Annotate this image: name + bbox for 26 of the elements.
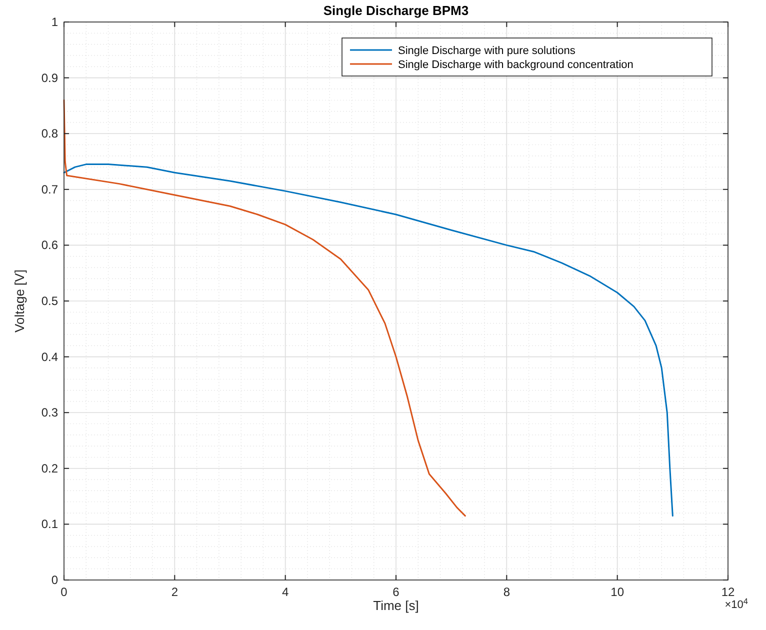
x-tick-label: 8: [503, 585, 510, 599]
y-tick-label: 1: [51, 15, 58, 29]
y-tick-label: 0: [51, 573, 58, 587]
x-tick-label: 12: [721, 585, 735, 599]
y-tick-label: 0.8: [41, 126, 58, 141]
y-tick-label: 0.1: [41, 517, 58, 532]
x-tick-label: 4: [282, 585, 289, 599]
text: ×10$^{4}$: [724, 596, 748, 611]
x-tick-label: 0: [60, 585, 68, 599]
line-series: [63, 99, 466, 517]
line-series: [63, 164, 674, 517]
y-axis-title: Voltage [V]: [12, 270, 27, 332]
x-tick-label: 2: [171, 585, 178, 599]
legend-label: Single Discharge with pure solutions: [398, 45, 576, 57]
y-tick-label: 0.5: [41, 294, 58, 308]
y-tick-label: 0.9: [41, 70, 58, 85]
y-tick-label: 0.2: [41, 461, 58, 476]
y-tick-label: 0.4: [41, 350, 58, 364]
y-tick-label: 0.3: [41, 406, 58, 420]
x-axis-title: Time [s]: [373, 598, 419, 613]
x-tick-label: 6: [392, 585, 400, 599]
y-tick-label: 0.7: [41, 182, 58, 196]
chart-title: Single Discharge BPM3: [323, 3, 469, 18]
legend-label: Single Discharge with background concentration: [398, 59, 634, 71]
y-tick-label: 0.6: [41, 238, 58, 252]
x-tick-label: 10: [610, 585, 624, 599]
